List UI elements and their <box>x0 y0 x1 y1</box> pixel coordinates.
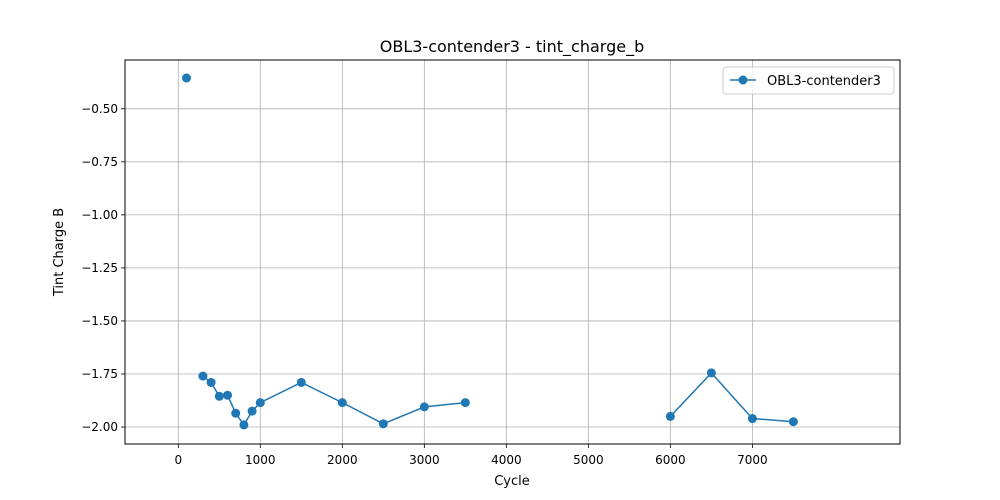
grid <box>125 60 900 444</box>
data-point <box>214 391 224 401</box>
y-tick-label: −1.00 <box>81 208 118 222</box>
legend-box <box>722 66 895 95</box>
data-point <box>337 398 347 408</box>
data-point <box>378 419 388 429</box>
data-point <box>223 390 233 400</box>
y-tick-label: −0.75 <box>81 155 118 169</box>
x-tick-label: 2000 <box>327 453 358 467</box>
data-point <box>460 398 470 408</box>
y-tick-label: −1.75 <box>81 367 118 381</box>
data-point <box>296 377 306 387</box>
x-tick-label: 3000 <box>409 453 440 467</box>
legend-label: OBL3-contender3 <box>767 74 881 89</box>
data-point <box>247 406 257 416</box>
data-point <box>206 377 216 387</box>
x-tick-label: 5000 <box>573 453 604 467</box>
x-tick-label: 7000 <box>737 453 768 467</box>
x-tick-label: 0 <box>174 453 182 467</box>
x-tick-label: 6000 <box>655 453 686 467</box>
data-point <box>239 420 249 430</box>
plot-frame <box>124 59 901 445</box>
data-point <box>198 371 208 381</box>
x-axis-ticks: 0 1000 2000 3000 4000 5000 6000 7000 <box>174 444 768 467</box>
x-tick-label: 1000 <box>245 453 276 467</box>
y-axis-ticks: −0.50 −0.75 −1.00 −1.25 −1.50 −1.75 −2.00 <box>81 102 125 434</box>
y-axis-label: Tint Charge B <box>52 208 67 297</box>
data-point <box>255 398 265 408</box>
legend-marker <box>738 75 748 85</box>
data-point <box>788 417 798 427</box>
data-point <box>665 411 675 421</box>
y-tick-label: −1.50 <box>81 314 118 328</box>
data-point <box>419 402 429 412</box>
chart-title: OBL3-contender3 - tint_charge_b <box>380 37 644 57</box>
series-line <box>669 371 794 423</box>
y-tick-label: −2.00 <box>81 420 118 434</box>
x-axis-label: Cycle <box>494 474 530 489</box>
y-tick-label: −0.50 <box>81 102 118 116</box>
data-point <box>706 368 716 378</box>
data-point <box>182 73 192 83</box>
x-tick-label: 4000 <box>491 453 522 467</box>
data-point <box>231 408 241 418</box>
series-layer <box>182 73 798 430</box>
data-point <box>747 414 757 424</box>
y-tick-label: −1.25 <box>81 261 118 275</box>
legend: OBL3-contender3 <box>722 66 895 95</box>
